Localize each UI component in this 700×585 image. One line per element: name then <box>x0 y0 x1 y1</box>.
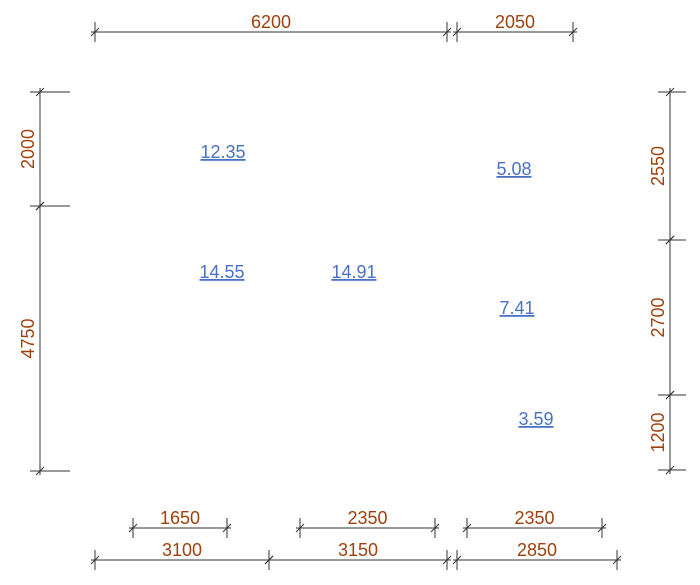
area-label[interactable]: 5.08 <box>496 159 531 179</box>
area-label[interactable]: 3.59 <box>518 409 553 429</box>
tick-slash <box>665 390 675 400</box>
dimension-label: 2350 <box>347 508 387 528</box>
area-label[interactable]: 14.55 <box>199 262 244 282</box>
area-label[interactable]: 14.91 <box>331 262 376 282</box>
dimension-label: 2000 <box>18 129 38 169</box>
dimension-label: 3150 <box>338 540 378 560</box>
dimension-label: 1650 <box>160 508 200 528</box>
dimension-label: 1200 <box>648 412 668 452</box>
tick-slash <box>90 27 100 37</box>
dimension-label: 4750 <box>18 318 38 358</box>
area-label[interactable]: 7.41 <box>499 298 534 318</box>
dimension-label: 3100 <box>162 540 202 560</box>
tick-slash <box>128 523 138 533</box>
tick-slash <box>612 555 622 565</box>
tick-slash <box>35 466 45 476</box>
tick-slash <box>568 27 578 37</box>
tick-slash <box>90 555 100 565</box>
dimension-label: 2850 <box>517 540 557 560</box>
tick-slash <box>35 201 45 211</box>
area-label[interactable]: 12.35 <box>200 142 245 162</box>
tick-slash <box>597 523 607 533</box>
dimension-label: 2550 <box>648 146 668 186</box>
tick-slash <box>35 87 45 97</box>
tick-slash <box>442 27 452 37</box>
tick-slash <box>665 87 675 97</box>
dimension-label: 2350 <box>514 508 554 528</box>
dimension-label: 6200 <box>251 12 291 32</box>
tick-slash <box>264 555 274 565</box>
tick-slash <box>442 555 452 565</box>
tick-slash <box>295 523 305 533</box>
tick-slash <box>430 523 440 533</box>
dimension-label: 2050 <box>495 12 535 32</box>
tick-slash <box>452 555 462 565</box>
tick-slash <box>665 465 675 475</box>
tick-slash <box>462 523 472 533</box>
tick-slash <box>222 523 232 533</box>
tick-slash <box>665 235 675 245</box>
tick-slash <box>452 27 462 37</box>
dimension-label: 2700 <box>648 297 668 337</box>
